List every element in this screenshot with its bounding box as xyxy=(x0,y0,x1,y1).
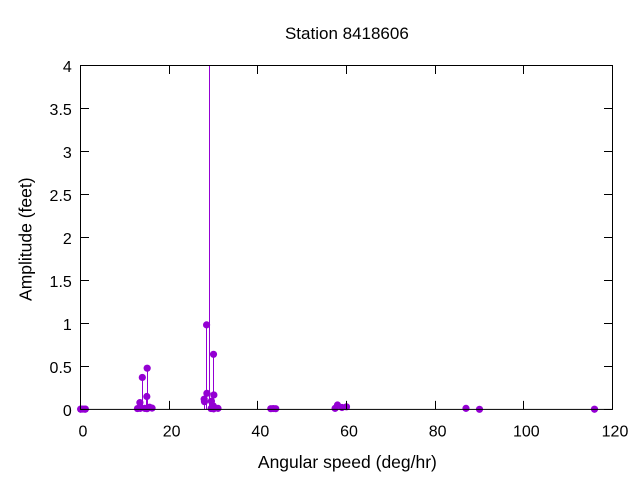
svg-text:0: 0 xyxy=(63,403,72,420)
svg-text:40: 40 xyxy=(251,423,269,440)
svg-text:0.5: 0.5 xyxy=(50,360,72,377)
svg-text:2.5: 2.5 xyxy=(50,188,72,205)
svg-text:Amplitude (feet): Amplitude (feet) xyxy=(16,177,36,301)
svg-text:Station 8418606: Station 8418606 xyxy=(285,24,409,43)
svg-text:1.5: 1.5 xyxy=(50,274,72,291)
svg-text:3: 3 xyxy=(63,145,72,162)
svg-text:80: 80 xyxy=(429,423,447,440)
svg-text:3.5: 3.5 xyxy=(50,102,72,119)
svg-text:100: 100 xyxy=(513,423,540,440)
svg-text:60: 60 xyxy=(340,423,358,440)
svg-text:1: 1 xyxy=(63,317,72,334)
svg-text:0: 0 xyxy=(79,423,88,440)
svg-text:20: 20 xyxy=(163,423,181,440)
svg-text:120: 120 xyxy=(602,423,629,440)
svg-text:4: 4 xyxy=(63,59,72,76)
svg-text:2: 2 xyxy=(63,231,72,248)
svg-text:Angular speed (deg/hr): Angular speed (deg/hr) xyxy=(258,452,437,472)
